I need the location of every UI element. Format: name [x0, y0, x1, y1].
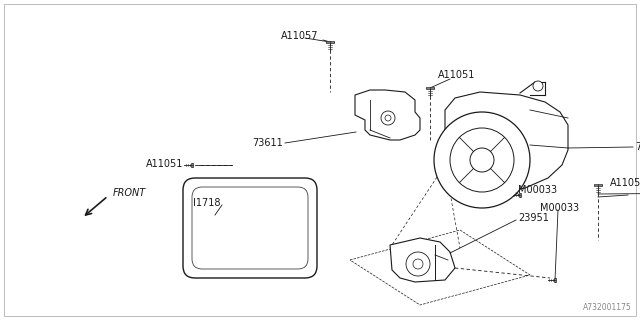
Bar — [554, 278, 556, 282]
Text: A11051: A11051 — [610, 178, 640, 188]
Circle shape — [533, 81, 543, 91]
Circle shape — [413, 259, 423, 269]
Text: FRONT: FRONT — [113, 188, 147, 198]
Bar — [191, 163, 193, 167]
Circle shape — [385, 115, 391, 121]
Circle shape — [381, 111, 395, 125]
Bar — [326, 41, 334, 43]
Text: A11057: A11057 — [280, 31, 318, 41]
Bar — [594, 184, 602, 186]
Text: 73111: 73111 — [635, 142, 640, 152]
Text: A11051: A11051 — [438, 70, 476, 80]
Text: A11051: A11051 — [146, 159, 183, 169]
Circle shape — [434, 112, 530, 208]
Text: 73611: 73611 — [252, 138, 283, 148]
Text: A732001175: A732001175 — [583, 303, 632, 312]
Text: I1718: I1718 — [193, 198, 220, 208]
Bar — [519, 193, 521, 197]
Polygon shape — [445, 92, 568, 192]
Bar — [426, 87, 434, 89]
Text: 23951: 23951 — [518, 213, 549, 223]
Polygon shape — [355, 90, 420, 140]
Circle shape — [406, 252, 430, 276]
Polygon shape — [390, 238, 455, 282]
Circle shape — [470, 148, 494, 172]
Circle shape — [450, 128, 514, 192]
Text: M00033: M00033 — [540, 203, 579, 213]
Text: M00033: M00033 — [518, 185, 557, 195]
